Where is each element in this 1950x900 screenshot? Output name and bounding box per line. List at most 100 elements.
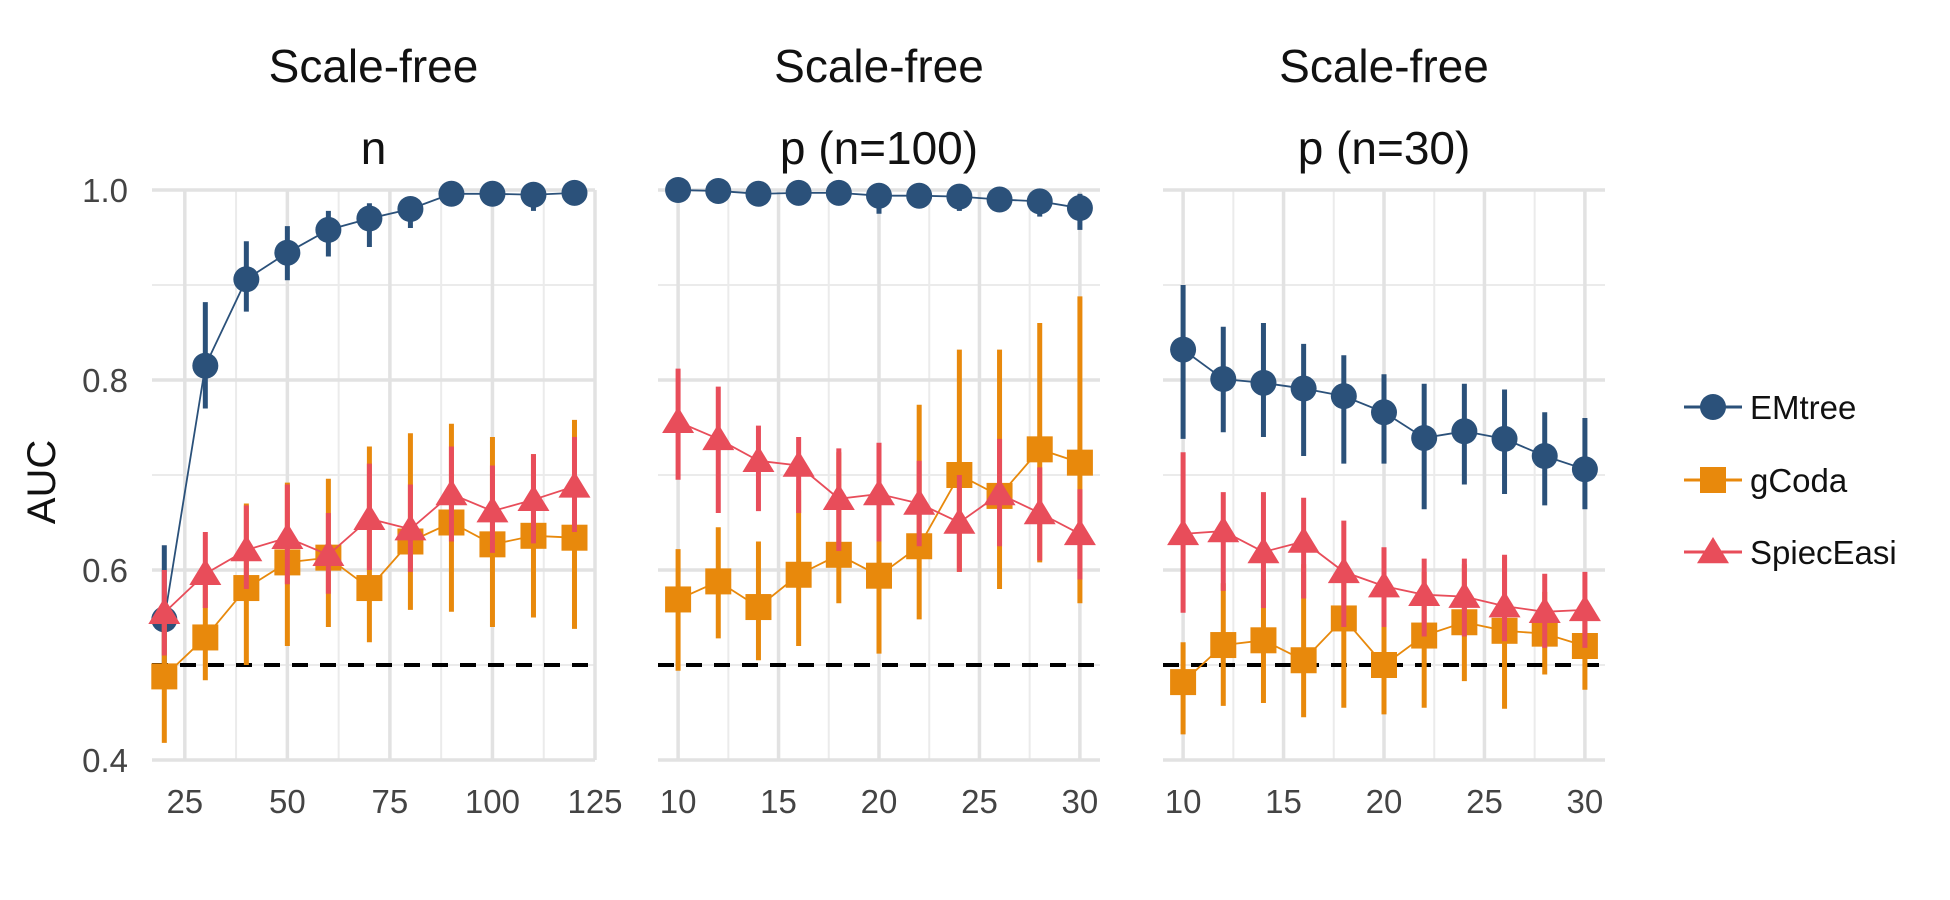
data-point — [1451, 418, 1478, 445]
data-point — [1528, 596, 1561, 624]
data-point — [1290, 647, 1317, 674]
data-point — [479, 180, 506, 207]
data-point — [1411, 424, 1438, 451]
x-tick-label: 30 — [1062, 783, 1099, 820]
data-point — [476, 496, 509, 523]
data-point — [356, 575, 383, 602]
x-tick-label: 25 — [1466, 783, 1503, 820]
data-point — [271, 522, 304, 549]
legend-label: SpiecEasi — [1750, 534, 1897, 571]
data-point — [230, 535, 263, 562]
legend-item-gcoda: gCoda — [1684, 462, 1848, 499]
x-tick-label: 15 — [760, 783, 797, 820]
data-point — [1250, 627, 1277, 654]
data-point — [705, 177, 732, 204]
facet-panel-2: 10 15 20 25 30 Scale-free p (n=100) — [658, 40, 1100, 820]
data-point — [1026, 188, 1053, 215]
x-tick-label: 125 — [567, 783, 622, 820]
data-point — [785, 179, 812, 206]
data-point — [561, 179, 588, 206]
data-point — [665, 177, 692, 203]
data-point — [315, 216, 342, 243]
x-tick-label: 20 — [1366, 783, 1403, 820]
data-point — [274, 239, 301, 266]
data-point — [312, 539, 345, 567]
series-spieceasi — [148, 437, 591, 656]
data-point — [943, 507, 976, 534]
data-point — [233, 266, 260, 293]
data-point — [863, 479, 895, 506]
data-point — [1287, 526, 1320, 553]
data-point — [438, 180, 465, 207]
facet-title-line1: Scale-free — [774, 40, 984, 92]
data-point — [517, 484, 550, 511]
data-point — [906, 182, 933, 209]
y-tick-label: 0.6 — [82, 552, 128, 589]
data-point — [148, 597, 181, 624]
data-point — [866, 182, 892, 209]
data-point — [1448, 581, 1481, 608]
data-point — [189, 558, 222, 586]
facet-title-line2: n — [361, 122, 387, 174]
facet-title-line1: Scale-free — [1279, 40, 1489, 92]
data-point — [1170, 336, 1197, 363]
data-point — [745, 180, 772, 207]
data-point — [1491, 425, 1518, 452]
data-point — [903, 488, 936, 515]
data-point — [435, 479, 468, 506]
facet-panel-3: 10 15 20 25 30 Scale-free p (n=30) — [1163, 40, 1605, 820]
facet-title-line2: p (n=30) — [1298, 122, 1471, 174]
y-tick-label: 0.8 — [82, 362, 128, 399]
data-point — [192, 352, 219, 379]
y-tick-label: 0.4 — [82, 742, 128, 779]
data-point — [1290, 375, 1317, 402]
data-point — [1210, 366, 1237, 393]
data-point — [1327, 556, 1360, 584]
data-point — [1368, 571, 1400, 598]
data-point — [702, 423, 735, 451]
series-spieceasi — [662, 368, 1096, 580]
data-point — [1250, 369, 1277, 396]
data-point — [946, 183, 973, 210]
x-tick-label: 15 — [1265, 783, 1302, 820]
data-point — [1568, 594, 1601, 622]
y-axis-title: AUC — [20, 440, 64, 524]
x-tick-label: 25 — [961, 783, 998, 820]
data-point — [745, 594, 772, 621]
legend-item-emtree: EMtree — [1684, 389, 1856, 426]
legend-marker — [1700, 467, 1726, 493]
legend: EMtree gCoda SpiecEasi — [1684, 389, 1897, 571]
data-point — [151, 663, 178, 690]
data-point — [1167, 518, 1200, 546]
data-point — [356, 205, 383, 232]
x-tick-label: 100 — [465, 783, 520, 820]
data-point — [665, 586, 692, 613]
data-point — [1408, 579, 1441, 606]
data-point — [785, 561, 812, 588]
data-point — [1488, 591, 1521, 618]
data-point — [1210, 632, 1237, 659]
data-point — [986, 186, 1013, 213]
legend-item-spieceasi: SpiecEasi — [1684, 534, 1897, 571]
x-tick-label: 30 — [1567, 783, 1604, 820]
data-point — [1026, 436, 1053, 463]
y-tick-label: 1.0 — [82, 172, 128, 209]
x-tick-label: 10 — [1165, 783, 1202, 820]
data-point — [983, 479, 1016, 506]
data-point — [192, 624, 219, 651]
legend-label: EMtree — [1750, 389, 1856, 426]
data-point — [782, 450, 815, 477]
data-point — [558, 471, 591, 498]
data-point — [822, 483, 855, 510]
data-point — [662, 406, 695, 434]
series-emtree — [1170, 285, 1598, 510]
data-point — [1247, 536, 1280, 564]
data-point — [1066, 449, 1093, 476]
data-point — [705, 568, 732, 595]
facet-title-line2: p (n=100) — [780, 122, 978, 174]
x-tick-label: 50 — [269, 783, 306, 820]
x-tick-label: 75 — [372, 783, 409, 820]
x-tick-label: 25 — [166, 783, 203, 820]
data-point — [353, 503, 386, 530]
